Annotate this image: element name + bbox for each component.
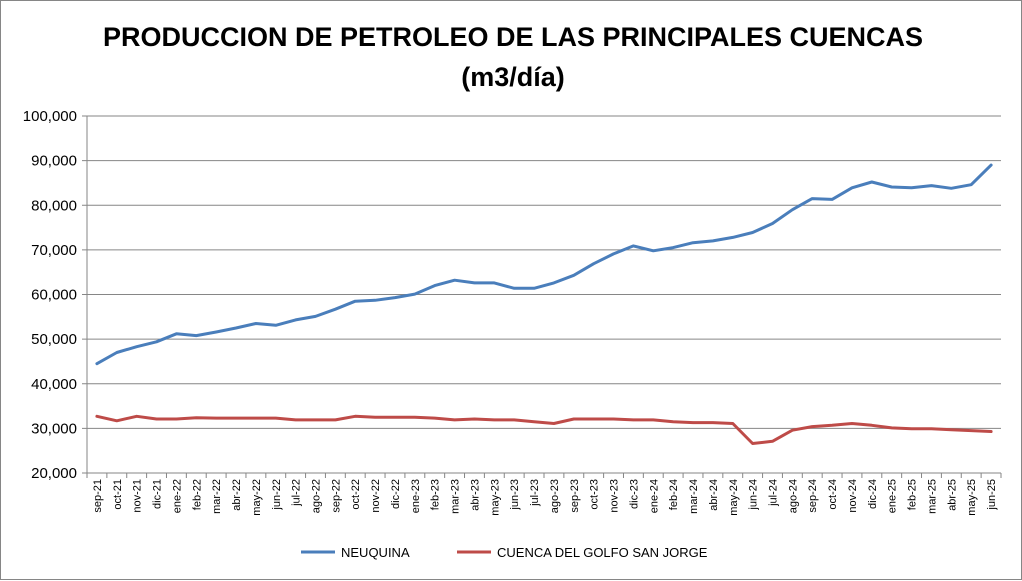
x-tick-label: sep-24 bbox=[807, 479, 819, 513]
x-tick-label: feb-24 bbox=[668, 479, 680, 510]
x-tick-label: oct-21 bbox=[112, 479, 124, 510]
x-tick-label: nov-21 bbox=[132, 479, 144, 513]
y-tick-label: 80,000 bbox=[31, 197, 77, 214]
x-tick-label: jun-25 bbox=[986, 479, 998, 511]
y-tick-label: 30,000 bbox=[31, 420, 77, 437]
y-axis-tick-labels: 20,000 30,000 40,000 50,000 60,000 70,000 80,0… bbox=[23, 108, 77, 482]
x-tick-label: jul-23 bbox=[529, 479, 541, 507]
legend-label-1: CUENCA DEL GOLFO SAN JORGE bbox=[497, 545, 708, 560]
x-tick-label: dic-22 bbox=[390, 479, 402, 509]
x-tick-label: may-22 bbox=[251, 479, 263, 516]
x-tick-label: ago-23 bbox=[549, 479, 561, 513]
series-lines bbox=[95, 163, 993, 445]
x-tick-label: abr-24 bbox=[708, 479, 720, 511]
x-tick-label: abr-25 bbox=[946, 479, 958, 511]
series-line-0 bbox=[95, 163, 993, 366]
x-tick-label: jun-23 bbox=[509, 479, 521, 511]
y-tick-label: 60,000 bbox=[31, 287, 77, 304]
x-tick-label: ago-24 bbox=[787, 479, 799, 513]
grid-lines bbox=[87, 115, 1001, 429]
series-line-1 bbox=[95, 414, 993, 445]
y-tick-label: 50,000 bbox=[31, 331, 77, 348]
x-tick-label: ene-22 bbox=[171, 479, 183, 513]
x-tick-label: oct-23 bbox=[589, 479, 601, 510]
chart-subtitle: (m3/día) bbox=[461, 62, 565, 92]
x-tick-label: feb-25 bbox=[907, 479, 919, 510]
x-tick-label: mar-25 bbox=[926, 479, 938, 514]
x-tick-label: sep-23 bbox=[569, 479, 581, 513]
legend-label-0: NEUQUINA bbox=[341, 545, 410, 560]
x-tick-label: jun-24 bbox=[748, 479, 760, 511]
x-tick-label: ene-25 bbox=[887, 479, 899, 513]
x-tick-label: ene-24 bbox=[648, 479, 660, 513]
y-tick-label: 20,000 bbox=[31, 465, 77, 482]
y-tick-label: 40,000 bbox=[31, 376, 77, 393]
x-tick-label: mar-22 bbox=[211, 479, 223, 514]
x-tick-label: may-24 bbox=[728, 479, 740, 516]
y-tick-label: 90,000 bbox=[31, 153, 77, 170]
x-tick-label: abr-23 bbox=[469, 479, 481, 511]
x-axis-tick-labels: sep-21 oct-21 nov-21 dic-21 ene-22 feb-22 mar-… bbox=[92, 479, 998, 516]
x-tick-label: sep-21 bbox=[92, 479, 104, 513]
x-tick-label: mar-23 bbox=[450, 479, 462, 514]
x-tick-label: sep-22 bbox=[330, 479, 342, 513]
x-tick-label: jul-24 bbox=[768, 479, 780, 507]
x-tick-label: jun-22 bbox=[271, 479, 283, 511]
x-tick-label: may-23 bbox=[489, 479, 501, 516]
x-tick-label: dic-21 bbox=[152, 479, 164, 509]
legend: NEUQUINA CUENCA DEL GOLFO SAN JORGE bbox=[301, 545, 708, 560]
x-tick-label: oct-24 bbox=[827, 479, 839, 510]
x-tick-label: dic-23 bbox=[628, 479, 640, 509]
x-tick-label: oct-22 bbox=[350, 479, 362, 510]
x-tick-label: nov-22 bbox=[370, 479, 382, 513]
axes bbox=[82, 115, 1002, 478]
x-tick-label: ago-22 bbox=[311, 479, 323, 513]
x-tick-label: ene-23 bbox=[410, 479, 422, 513]
y-tick-label: 70,000 bbox=[31, 242, 77, 259]
x-tick-label: jul-22 bbox=[291, 479, 303, 507]
x-tick-label: abr-22 bbox=[231, 479, 243, 511]
x-tick-label: nov-23 bbox=[609, 479, 621, 513]
x-tick-label: may-25 bbox=[966, 479, 978, 516]
x-tick-label: feb-22 bbox=[191, 479, 203, 510]
x-tick-label: feb-23 bbox=[430, 479, 442, 510]
x-tick-label: nov-24 bbox=[847, 479, 859, 513]
x-tick-label: dic-24 bbox=[867, 479, 879, 509]
x-tick-label: mar-24 bbox=[688, 479, 700, 514]
y-tick-label: 100,000 bbox=[23, 108, 77, 125]
chart-title: PRODUCCION DE PETROLEO DE LAS PRINCIPALE… bbox=[103, 22, 923, 52]
